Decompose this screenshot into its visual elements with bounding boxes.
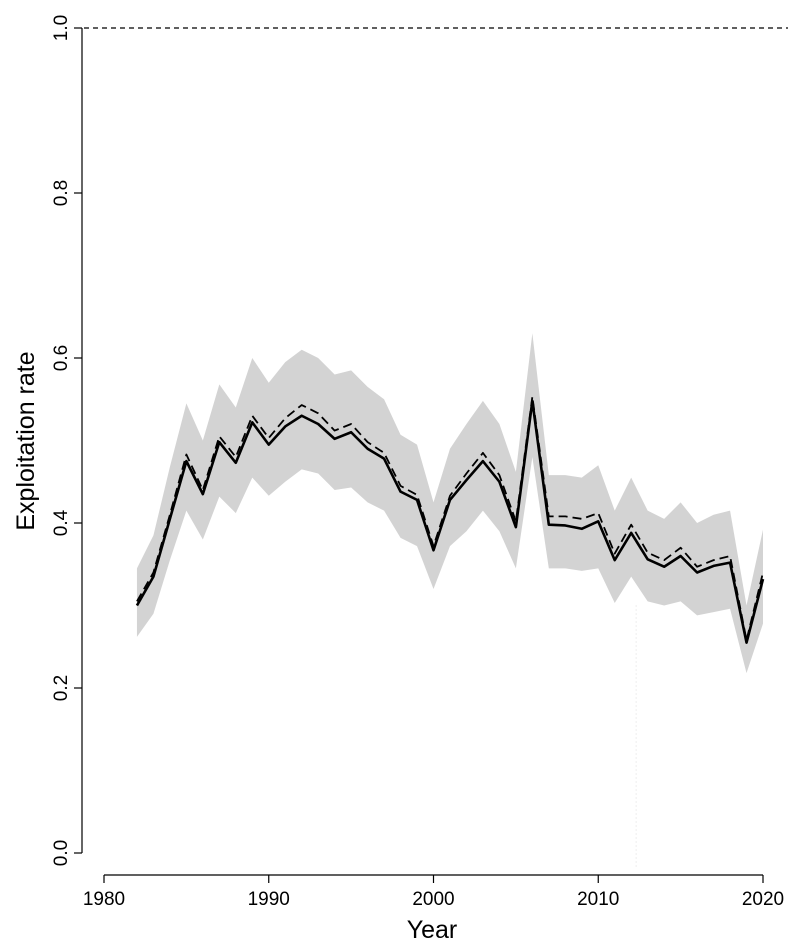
y-tick-label-4: 0.8 [51, 180, 72, 206]
x-tick-label-0: 1980 [83, 889, 125, 910]
reference-line-layer [84, 27, 788, 868]
series-line-dashed [136, 395, 764, 642]
x-tick-label-4: 2020 [742, 889, 784, 910]
x-tick-label-3: 2010 [577, 889, 619, 910]
series-line-solid [135, 399, 765, 644]
y-tick-label-3: 0.6 [51, 345, 72, 371]
y-tick-label-5: 1.0 [51, 15, 72, 41]
x-tick-label-1: 1990 [248, 889, 290, 910]
y-tick-label-1: 0.2 [51, 675, 72, 701]
x-tick-label-2: 2000 [412, 889, 454, 910]
x-axis-title: Year [407, 916, 458, 942]
y-tick-label-0: 0.0 [51, 840, 72, 866]
y-axis-title: Exploitation rate [12, 351, 40, 530]
axes-layer: 0.0 0.2 0.4 0.6 0.8 1.0 1980 1990 2000 2010 2020 [51, 15, 784, 910]
series-layer [135, 395, 765, 644]
y-tick-label-2: 0.4 [51, 509, 72, 536]
